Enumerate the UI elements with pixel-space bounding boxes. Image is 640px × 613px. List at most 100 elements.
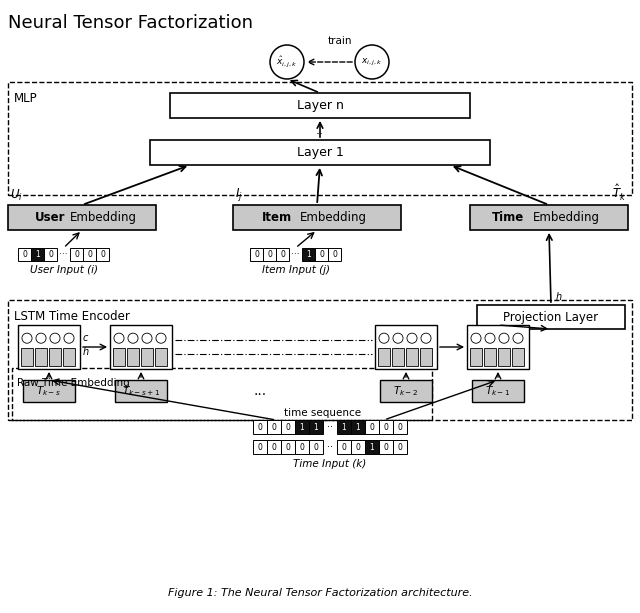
Bar — [380, 380, 432, 402]
Bar — [392, 348, 404, 366]
Bar — [393, 440, 407, 454]
Text: 1: 1 — [35, 250, 40, 259]
Bar — [295, 440, 309, 454]
Bar — [267, 420, 281, 434]
Bar — [309, 440, 323, 454]
Bar — [365, 440, 379, 454]
Circle shape — [156, 333, 166, 343]
Bar — [115, 380, 167, 402]
Text: Item: Item — [262, 211, 292, 224]
Text: c: c — [83, 333, 88, 343]
Text: $T_{k-s}$: $T_{k-s}$ — [36, 384, 61, 398]
Circle shape — [36, 333, 46, 343]
Text: ...: ... — [253, 384, 267, 398]
Text: 0: 0 — [267, 250, 272, 259]
Bar — [253, 440, 267, 454]
Text: 0: 0 — [285, 422, 291, 432]
Bar — [141, 348, 153, 366]
Bar — [8, 205, 156, 230]
Text: $\hat{x}_{i,j,k}$: $\hat{x}_{i,j,k}$ — [276, 55, 298, 69]
Text: $T_{k-1}$: $T_{k-1}$ — [485, 384, 511, 398]
Text: 1: 1 — [306, 250, 311, 259]
Text: LSTM Time Encoder: LSTM Time Encoder — [14, 310, 130, 323]
Text: $\hat{T}_k$: $\hat{T}_k$ — [612, 183, 626, 203]
Bar — [8, 82, 632, 195]
Bar — [470, 205, 628, 230]
Text: 0: 0 — [257, 443, 262, 452]
Text: 1: 1 — [314, 422, 318, 432]
Text: 0: 0 — [332, 250, 337, 259]
Bar — [337, 420, 351, 434]
Text: Layer n: Layer n — [296, 99, 344, 112]
Text: Neural Tensor Factorization: Neural Tensor Factorization — [8, 14, 253, 32]
Text: ··: ·· — [327, 442, 333, 452]
Text: $I_j$: $I_j$ — [235, 186, 243, 203]
Circle shape — [270, 45, 304, 79]
Circle shape — [407, 333, 417, 343]
Bar — [309, 420, 323, 434]
Text: train: train — [328, 36, 352, 46]
Bar — [379, 420, 393, 434]
Bar — [263, 248, 276, 261]
Text: User: User — [35, 211, 65, 224]
Bar — [276, 248, 289, 261]
Bar — [113, 348, 125, 366]
Text: Embedding: Embedding — [300, 211, 367, 224]
Bar — [420, 348, 432, 366]
Bar — [470, 348, 482, 366]
Bar — [365, 420, 379, 434]
Text: Figure 1: The Neural Tensor Factorization architecture.: Figure 1: The Neural Tensor Factorizatio… — [168, 588, 472, 598]
Text: ···: ··· — [59, 250, 68, 259]
Text: 0: 0 — [22, 250, 27, 259]
Circle shape — [471, 333, 481, 343]
Bar — [63, 348, 75, 366]
Circle shape — [355, 45, 389, 79]
Bar — [315, 248, 328, 261]
Text: Item Input (j): Item Input (j) — [262, 265, 330, 275]
Text: 1: 1 — [356, 422, 360, 432]
Text: 0: 0 — [257, 422, 262, 432]
Bar — [155, 348, 167, 366]
Text: Projection Layer: Projection Layer — [504, 311, 598, 324]
Bar — [127, 348, 139, 366]
Bar — [49, 348, 61, 366]
Bar — [23, 380, 75, 402]
Circle shape — [128, 333, 138, 343]
Text: 0: 0 — [271, 443, 276, 452]
Text: 0: 0 — [280, 250, 285, 259]
Bar — [498, 348, 510, 366]
Circle shape — [22, 333, 32, 343]
Text: MLP: MLP — [14, 92, 38, 105]
Bar — [281, 440, 295, 454]
Text: 0: 0 — [100, 250, 105, 259]
Text: Embedding: Embedding — [70, 211, 136, 224]
Text: 0: 0 — [87, 250, 92, 259]
Bar — [83, 248, 96, 261]
Circle shape — [513, 333, 523, 343]
Circle shape — [421, 333, 431, 343]
Text: 0: 0 — [356, 443, 360, 452]
Circle shape — [393, 333, 403, 343]
Text: 0: 0 — [383, 443, 388, 452]
Circle shape — [379, 333, 389, 343]
Circle shape — [50, 333, 60, 343]
Bar — [96, 248, 109, 261]
Text: 1: 1 — [342, 422, 346, 432]
Bar — [233, 205, 401, 230]
Text: 0: 0 — [74, 250, 79, 259]
Bar — [70, 248, 83, 261]
Text: time sequence: time sequence — [284, 408, 362, 418]
Bar — [18, 248, 31, 261]
Text: 0: 0 — [254, 250, 259, 259]
Text: h: h — [83, 347, 89, 357]
Text: Time Input (k): Time Input (k) — [293, 459, 367, 469]
Circle shape — [499, 333, 509, 343]
Text: ..: .. — [316, 124, 324, 137]
Bar — [250, 248, 263, 261]
Text: 0: 0 — [314, 443, 319, 452]
Text: 1: 1 — [370, 443, 374, 452]
Bar — [31, 248, 44, 261]
Circle shape — [64, 333, 74, 343]
Bar — [253, 420, 267, 434]
Bar — [351, 420, 365, 434]
